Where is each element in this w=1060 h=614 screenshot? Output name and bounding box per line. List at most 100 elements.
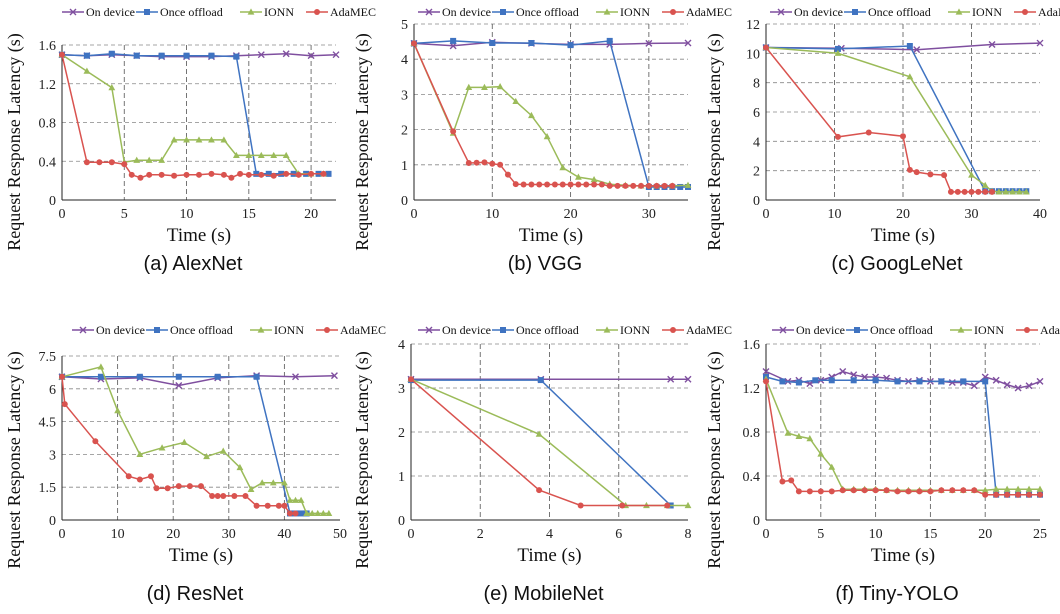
data-point (257, 51, 265, 59)
data-point (1026, 491, 1033, 498)
chart-panel-3: 0 2 4 6 8 10 12 0 10 20 30 40 Time (s) Request Respon… (704, 5, 1060, 275)
legend-marker (603, 326, 611, 333)
data-point (567, 181, 574, 188)
data-point (171, 172, 178, 179)
x-tick-label: 15 (923, 527, 937, 542)
y-tick-label: 1.6 (743, 338, 761, 353)
data-point (850, 377, 857, 384)
data-point (684, 39, 692, 47)
data-point (817, 450, 825, 457)
y-tick-label: 0.4 (743, 470, 761, 485)
data-point (481, 159, 488, 166)
legend-label: On device (442, 5, 491, 19)
legend-marker (247, 8, 255, 15)
y-tick-label: 12 (746, 18, 760, 33)
data-point (982, 491, 989, 498)
x-axis-label: Time (s) (871, 545, 935, 566)
data-point (535, 430, 543, 437)
data-point (269, 479, 277, 486)
data-point (450, 37, 457, 44)
legend-label: IONN (620, 5, 650, 19)
series-once-offload (763, 374, 1043, 498)
x-axis-label: Time (s) (871, 225, 935, 246)
data-point (661, 182, 668, 189)
x-tick-label: 20 (304, 207, 318, 222)
y-tick-label: 2 (753, 165, 760, 180)
legend-label: AdaMEC (686, 323, 732, 337)
data-point (590, 175, 598, 183)
data-point (583, 181, 590, 188)
data-point (559, 164, 567, 171)
data-point (465, 160, 472, 167)
series-adamec (763, 378, 1043, 498)
chart-panel-6: 0 0.4 0.8 1.2 1.6 0 5 10 15 20 25 Time (s) Request R… (704, 323, 1060, 605)
data-point (214, 373, 221, 380)
legend-label: AdaMEC (1038, 5, 1060, 19)
data-point (865, 129, 872, 136)
data-point (1036, 485, 1044, 492)
y-tick-label: 0 (398, 514, 405, 529)
x-tick-label: 6 (615, 527, 622, 542)
data-point (59, 373, 65, 380)
x-tick-label: 5 (817, 527, 824, 542)
data-point (971, 487, 978, 494)
y-tick-label: 0.8 (39, 117, 57, 132)
data-point (270, 172, 277, 179)
data-point (960, 487, 967, 494)
x-tick-label: 0 (411, 207, 418, 222)
data-point (988, 41, 996, 49)
data-point (231, 492, 238, 499)
data-point (121, 161, 128, 168)
data-point (233, 53, 240, 60)
data-point (577, 502, 584, 509)
data-point (906, 43, 913, 49)
data-point (630, 182, 637, 189)
data-point (779, 378, 786, 385)
data-point (195, 136, 203, 143)
data-point (286, 510, 293, 517)
data-point (948, 379, 956, 386)
data-point (537, 377, 544, 384)
data-point (133, 156, 141, 163)
data-point (677, 183, 684, 190)
data-point (614, 182, 621, 189)
series-once-offload (59, 50, 332, 177)
legend-label: Once offload (868, 5, 931, 19)
series-adamec (411, 40, 676, 189)
data-point (989, 188, 996, 195)
data-point (894, 488, 901, 495)
data-point (806, 488, 813, 495)
data-point (828, 488, 835, 495)
data-point (59, 51, 65, 58)
y-tick-label: 3 (398, 382, 405, 397)
y-tick-label: 0 (401, 194, 408, 209)
data-point (108, 159, 115, 166)
data-point (954, 188, 961, 195)
y-tick-label: 2 (401, 124, 408, 139)
data-point (872, 377, 879, 384)
data-point (196, 171, 202, 178)
y-tick-label: 4 (398, 338, 405, 353)
data-point (320, 170, 327, 177)
data-point (286, 496, 294, 503)
series-adamec (408, 376, 671, 509)
y-tick-label: 0 (753, 514, 760, 529)
legend-marker (854, 327, 860, 333)
data-point (232, 151, 240, 159)
y-tick-label: 1.5 (39, 481, 57, 496)
data-point (236, 463, 244, 471)
data-point (520, 181, 527, 188)
data-point (970, 382, 978, 390)
y-tick-label: 1 (398, 470, 405, 485)
y-axis-label: Request Response Latency (s) (704, 351, 725, 568)
data-point (128, 171, 135, 178)
panel-caption: (b) VGG (508, 253, 582, 275)
data-point (645, 39, 653, 47)
data-point (606, 182, 613, 189)
series-line (61, 374, 335, 387)
series-line (61, 376, 296, 515)
legend-label: Once offload (160, 5, 223, 19)
data-point (208, 170, 215, 177)
data-point (325, 170, 332, 177)
data-point (559, 181, 566, 188)
